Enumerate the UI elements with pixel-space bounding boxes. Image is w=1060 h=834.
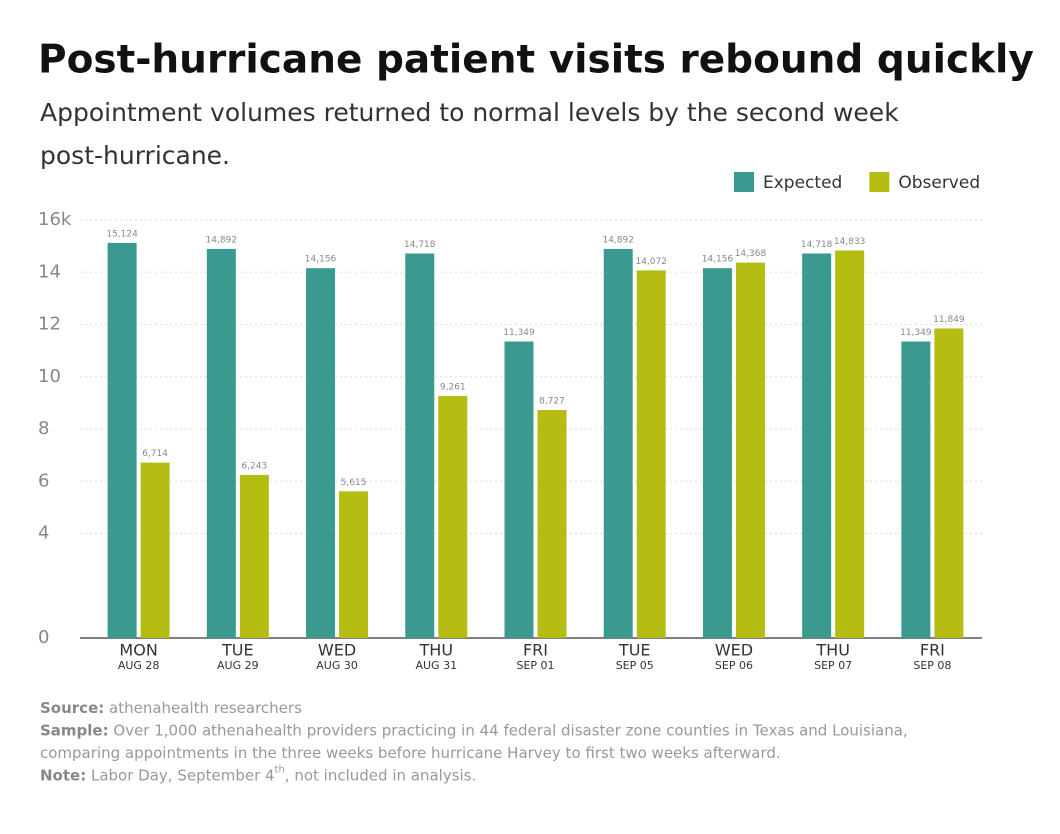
footnote-label: Sample: xyxy=(40,721,109,739)
bar xyxy=(901,341,931,638)
bar xyxy=(339,491,369,638)
x-tick-label: WED xyxy=(318,641,356,660)
bar xyxy=(934,328,964,638)
y-tick-label: 0 xyxy=(38,627,49,648)
bar xyxy=(735,262,765,638)
footnote-text: Over 1,000 athenahealth providers practi… xyxy=(113,721,907,739)
y-tick-label: 12 xyxy=(38,314,61,335)
value-label: 8,727 xyxy=(539,397,565,407)
bar xyxy=(702,268,732,638)
value-label: 11,349 xyxy=(900,328,932,338)
bar xyxy=(603,248,633,638)
y-tick-label: 4 xyxy=(38,523,49,544)
value-label: 15,124 xyxy=(106,229,138,239)
footnote-text: Labor Day, September 4 xyxy=(91,766,275,784)
y-tick-label: 16k xyxy=(38,209,72,230)
footnote-sup: th xyxy=(275,765,285,776)
footnote-text: comparing appointments in the three week… xyxy=(40,744,781,762)
x-tick-sublabel: AUG 28 xyxy=(118,659,160,672)
value-label: 14,718 xyxy=(801,240,833,250)
bar xyxy=(835,250,865,639)
y-tick-label: 8 xyxy=(38,418,49,439)
value-label: 9,261 xyxy=(440,383,466,393)
legend-label: Expected xyxy=(763,173,842,193)
y-tick-label: 6 xyxy=(38,470,49,491)
x-tick-label: WED xyxy=(715,641,753,660)
value-label: 6,714 xyxy=(142,449,168,459)
x-tick-sublabel: SEP 07 xyxy=(814,659,852,672)
x-tick-label: FRI xyxy=(523,641,548,660)
legend-label: Observed xyxy=(898,173,980,193)
value-label: 14,892 xyxy=(602,235,634,245)
subtitle: Appointment volumes returned to normal l… xyxy=(40,98,899,127)
x-tick-label: FRI xyxy=(920,641,945,660)
subtitle: post-hurricane. xyxy=(40,141,230,170)
x-tick-sublabel: SEP 06 xyxy=(715,659,753,672)
x-tick-label: TUE xyxy=(221,641,254,660)
value-label: 14,156 xyxy=(702,255,734,265)
value-label: 14,156 xyxy=(305,255,337,265)
x-tick-sublabel: SEP 05 xyxy=(616,659,654,672)
bar xyxy=(239,474,269,638)
bar xyxy=(537,410,567,638)
bar xyxy=(504,341,534,638)
footnote-text: , not included in analysis. xyxy=(285,766,476,784)
bar xyxy=(206,248,236,638)
bar xyxy=(107,242,137,638)
x-tick-label: THU xyxy=(815,641,850,660)
value-label: 14,833 xyxy=(834,237,866,247)
x-tick-sublabel: AUG 30 xyxy=(316,659,358,672)
x-tick-sublabel: AUG 31 xyxy=(415,659,457,672)
bar xyxy=(438,396,468,638)
bar xyxy=(802,253,832,638)
value-label: 6,243 xyxy=(241,461,267,471)
value-label: 14,368 xyxy=(735,249,767,259)
value-label: 14,892 xyxy=(206,235,238,245)
footnote: Note: Labor Day, September 4th, not incl… xyxy=(40,765,476,785)
legend-swatch xyxy=(869,172,890,192)
x-tick-label: THU xyxy=(419,641,454,660)
legend-swatch xyxy=(734,172,754,192)
x-tick-sublabel: AUG 29 xyxy=(217,659,259,672)
value-label: 14,072 xyxy=(635,257,667,267)
y-tick-label: 14 xyxy=(38,261,61,282)
bar xyxy=(636,270,666,638)
value-label: 14,718 xyxy=(404,240,436,250)
x-tick-label: TUE xyxy=(618,641,651,660)
value-label: 5,615 xyxy=(341,478,367,488)
bar xyxy=(140,462,170,638)
footnote: Source: athenahealth researchers xyxy=(40,699,302,717)
value-label: 11,849 xyxy=(933,315,965,325)
x-tick-sublabel: SEP 08 xyxy=(913,659,951,672)
bar xyxy=(306,268,336,638)
y-tick-label: 10 xyxy=(38,366,61,387)
x-tick-label: MON xyxy=(119,641,157,660)
footnote: Sample: Over 1,000 athenahealth provider… xyxy=(40,721,908,739)
chart-title: Post-hurricane patient visits rebound qu… xyxy=(38,38,1034,83)
bar xyxy=(405,253,435,638)
footnote-label: Note: xyxy=(40,766,86,784)
footnote: comparing appointments in the three week… xyxy=(40,744,781,762)
x-tick-sublabel: SEP 01 xyxy=(516,659,554,672)
value-label: 11,349 xyxy=(503,328,535,338)
footnote-label: Source: xyxy=(40,699,104,717)
footnote-text: athenahealth researchers xyxy=(109,699,302,717)
